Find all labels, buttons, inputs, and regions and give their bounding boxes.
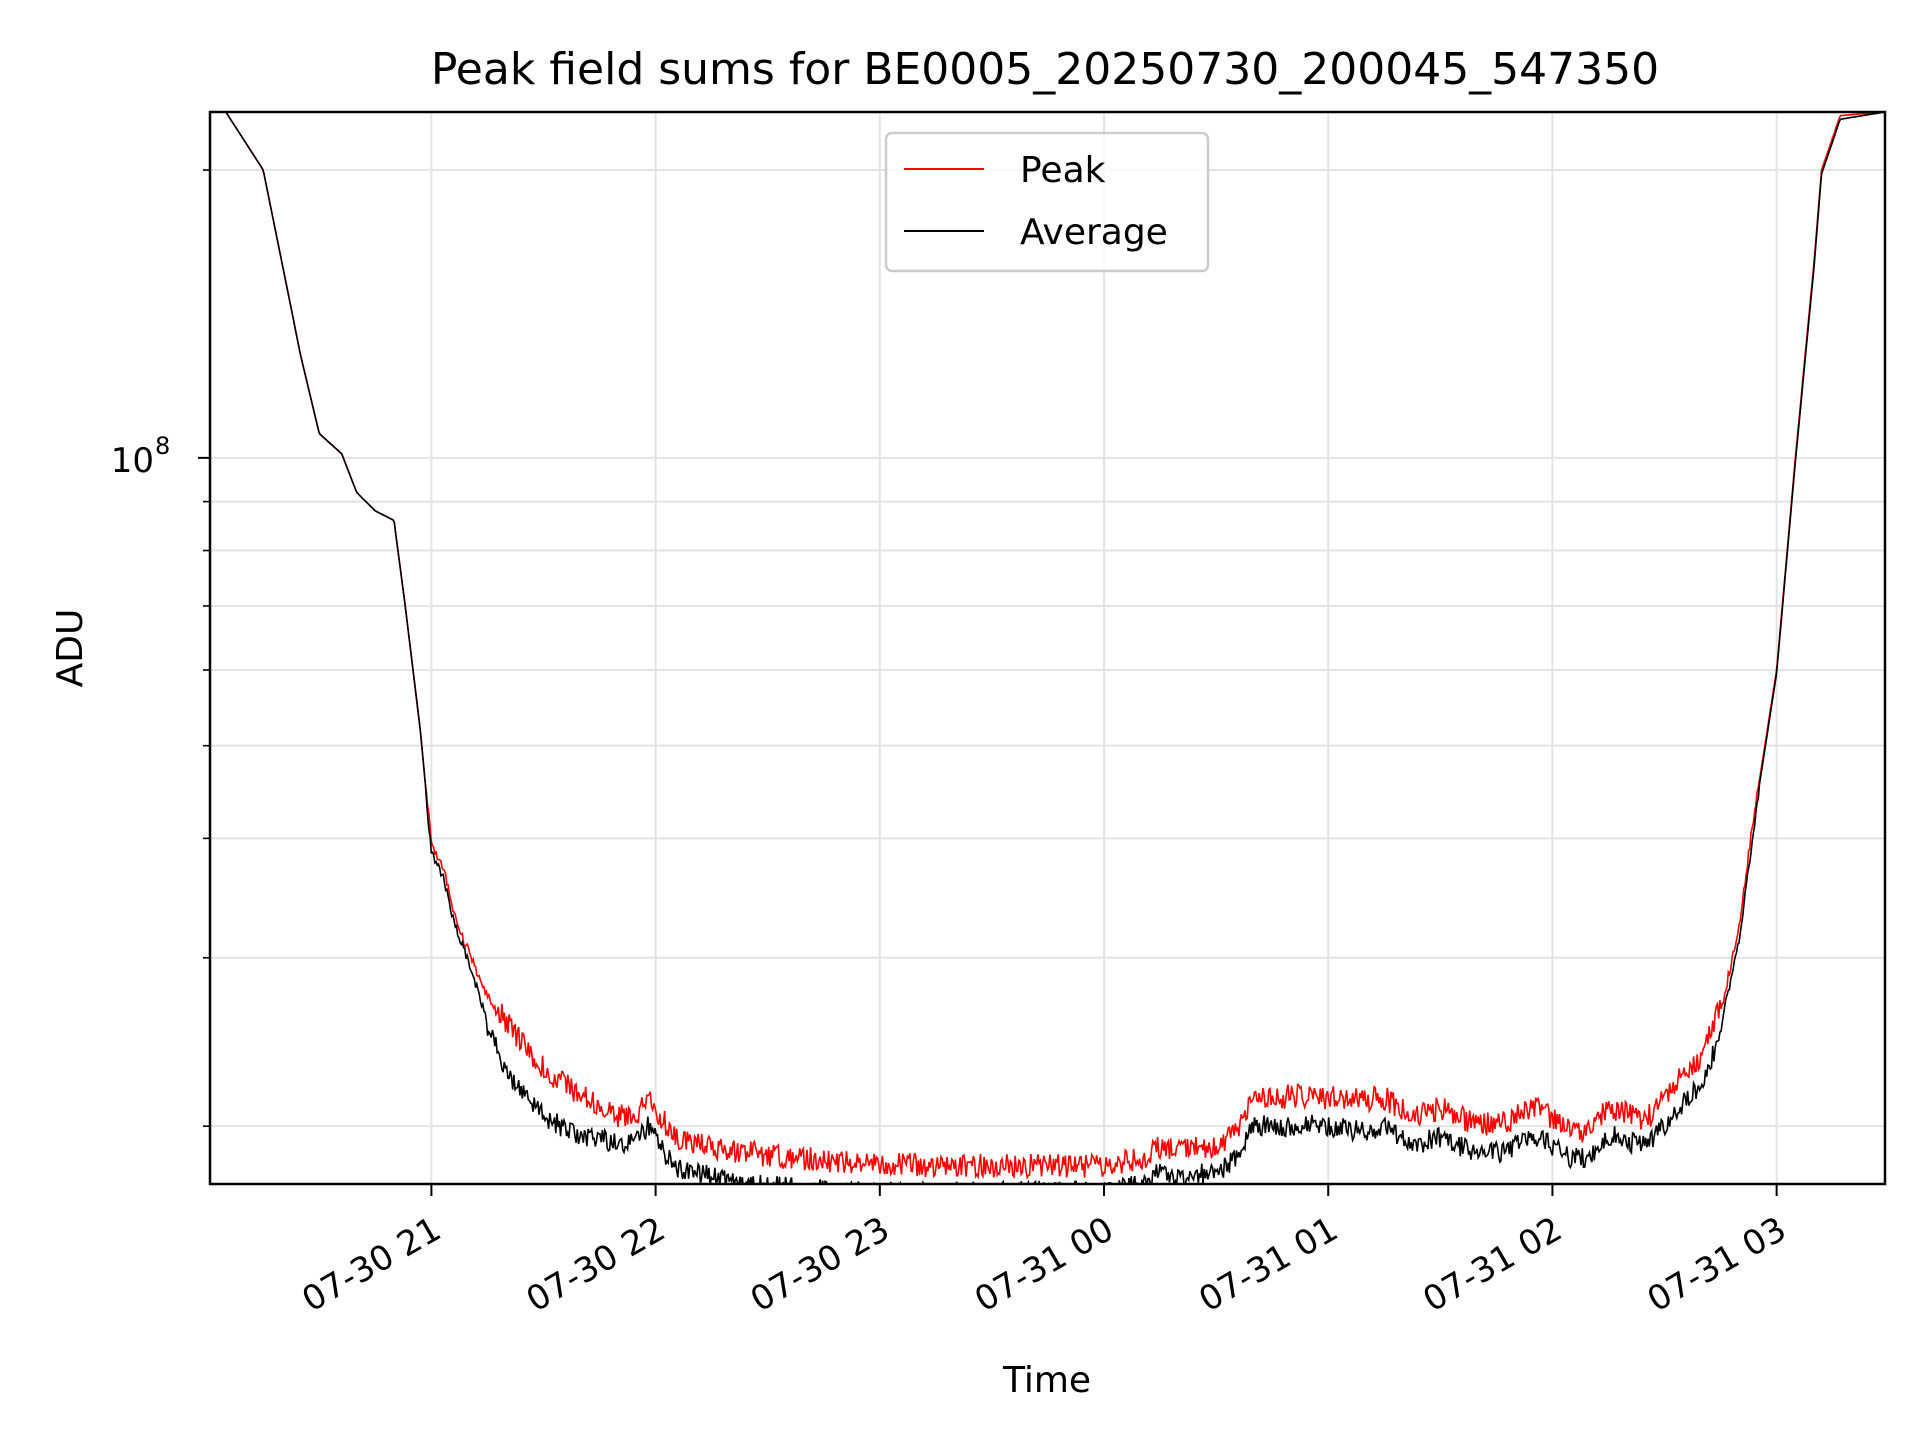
series-line-peak — [210, 112, 1885, 1180]
chart-title: Peak field sums for BE0005_20250730_2000… — [431, 44, 1659, 95]
legend-peak-label: Peak — [1020, 150, 1106, 191]
legend-average-label: Average — [1020, 212, 1168, 253]
grid — [210, 112, 1885, 1184]
legend: Peak Average — [884, 131, 1210, 273]
plot-frame — [208, 110, 1887, 1186]
y-tick-label-exponent: 8 — [155, 432, 170, 460]
series-line-average — [210, 112, 1885, 1184]
y-tick-label-base: 10 — [111, 441, 154, 481]
x-axis-label: Time — [1002, 1360, 1091, 1401]
y-axis-label: ADU — [50, 609, 91, 688]
legend-box — [884, 131, 1210, 273]
series-layer — [210, 112, 1885, 1184]
